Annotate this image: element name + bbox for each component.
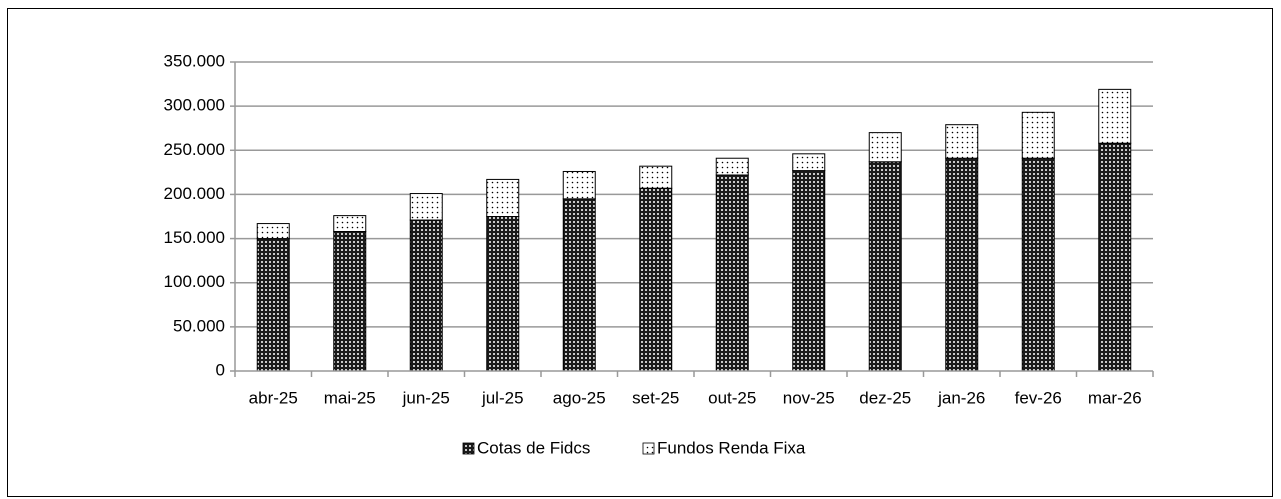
y-tick-label: 200.000 xyxy=(164,184,225,203)
bar-segment xyxy=(256,223,290,240)
bar-segment xyxy=(1098,88,1132,144)
bar-segment xyxy=(945,157,979,372)
bar-segment xyxy=(486,178,520,217)
y-tick-label: 150.000 xyxy=(164,228,225,247)
bar-segment xyxy=(868,132,902,163)
x-tick-label: jun-25 xyxy=(402,388,450,407)
y-tick-label: 250.000 xyxy=(164,140,225,159)
bar-segment xyxy=(562,170,596,200)
bar-segment xyxy=(562,198,596,372)
bar-segment xyxy=(792,170,826,372)
bar-segment xyxy=(256,238,290,372)
x-tick-label: ago-25 xyxy=(553,388,606,407)
x-tick-label: set-25 xyxy=(632,388,679,407)
legend-swatch xyxy=(462,442,475,455)
x-tick-label: abr-25 xyxy=(249,388,298,407)
bar-segment xyxy=(1021,157,1055,372)
x-tick-label: mar-26 xyxy=(1088,388,1142,407)
y-tick-label: 0 xyxy=(216,360,225,379)
x-tick-label: dez-25 xyxy=(859,388,911,407)
y-tick-label: 300.000 xyxy=(164,96,225,115)
x-tick-label: out-25 xyxy=(708,388,756,407)
bar-segment xyxy=(639,187,673,372)
bar-segment xyxy=(409,193,443,221)
bar-segment xyxy=(639,165,673,189)
bar-segment xyxy=(486,216,520,372)
y-tick-label: 350.000 xyxy=(164,51,225,70)
x-tick-label: nov-25 xyxy=(783,388,835,407)
bar-segment xyxy=(945,124,979,159)
bar-segment xyxy=(715,174,749,372)
legend-label: Fundos Renda Fixa xyxy=(657,438,806,457)
bar-segment xyxy=(1098,142,1132,372)
y-tick-label: 50.000 xyxy=(173,316,225,335)
bar-segment xyxy=(792,153,826,172)
x-tick-label: jan-26 xyxy=(937,388,985,407)
bar-segment xyxy=(868,161,902,372)
y-tick-label: 100.000 xyxy=(164,272,225,291)
legend-label: Cotas de Fidcs xyxy=(477,438,590,457)
x-tick-label: mai-25 xyxy=(324,388,376,407)
bar-segment xyxy=(1021,111,1055,159)
bar-segment xyxy=(333,215,367,233)
bar-segment xyxy=(333,231,367,372)
bar-segment xyxy=(409,219,443,372)
bar-segment xyxy=(715,157,749,176)
x-tick-label: jul-25 xyxy=(481,388,524,407)
legend-swatch xyxy=(642,442,655,455)
x-tick-label: fev-26 xyxy=(1015,388,1062,407)
